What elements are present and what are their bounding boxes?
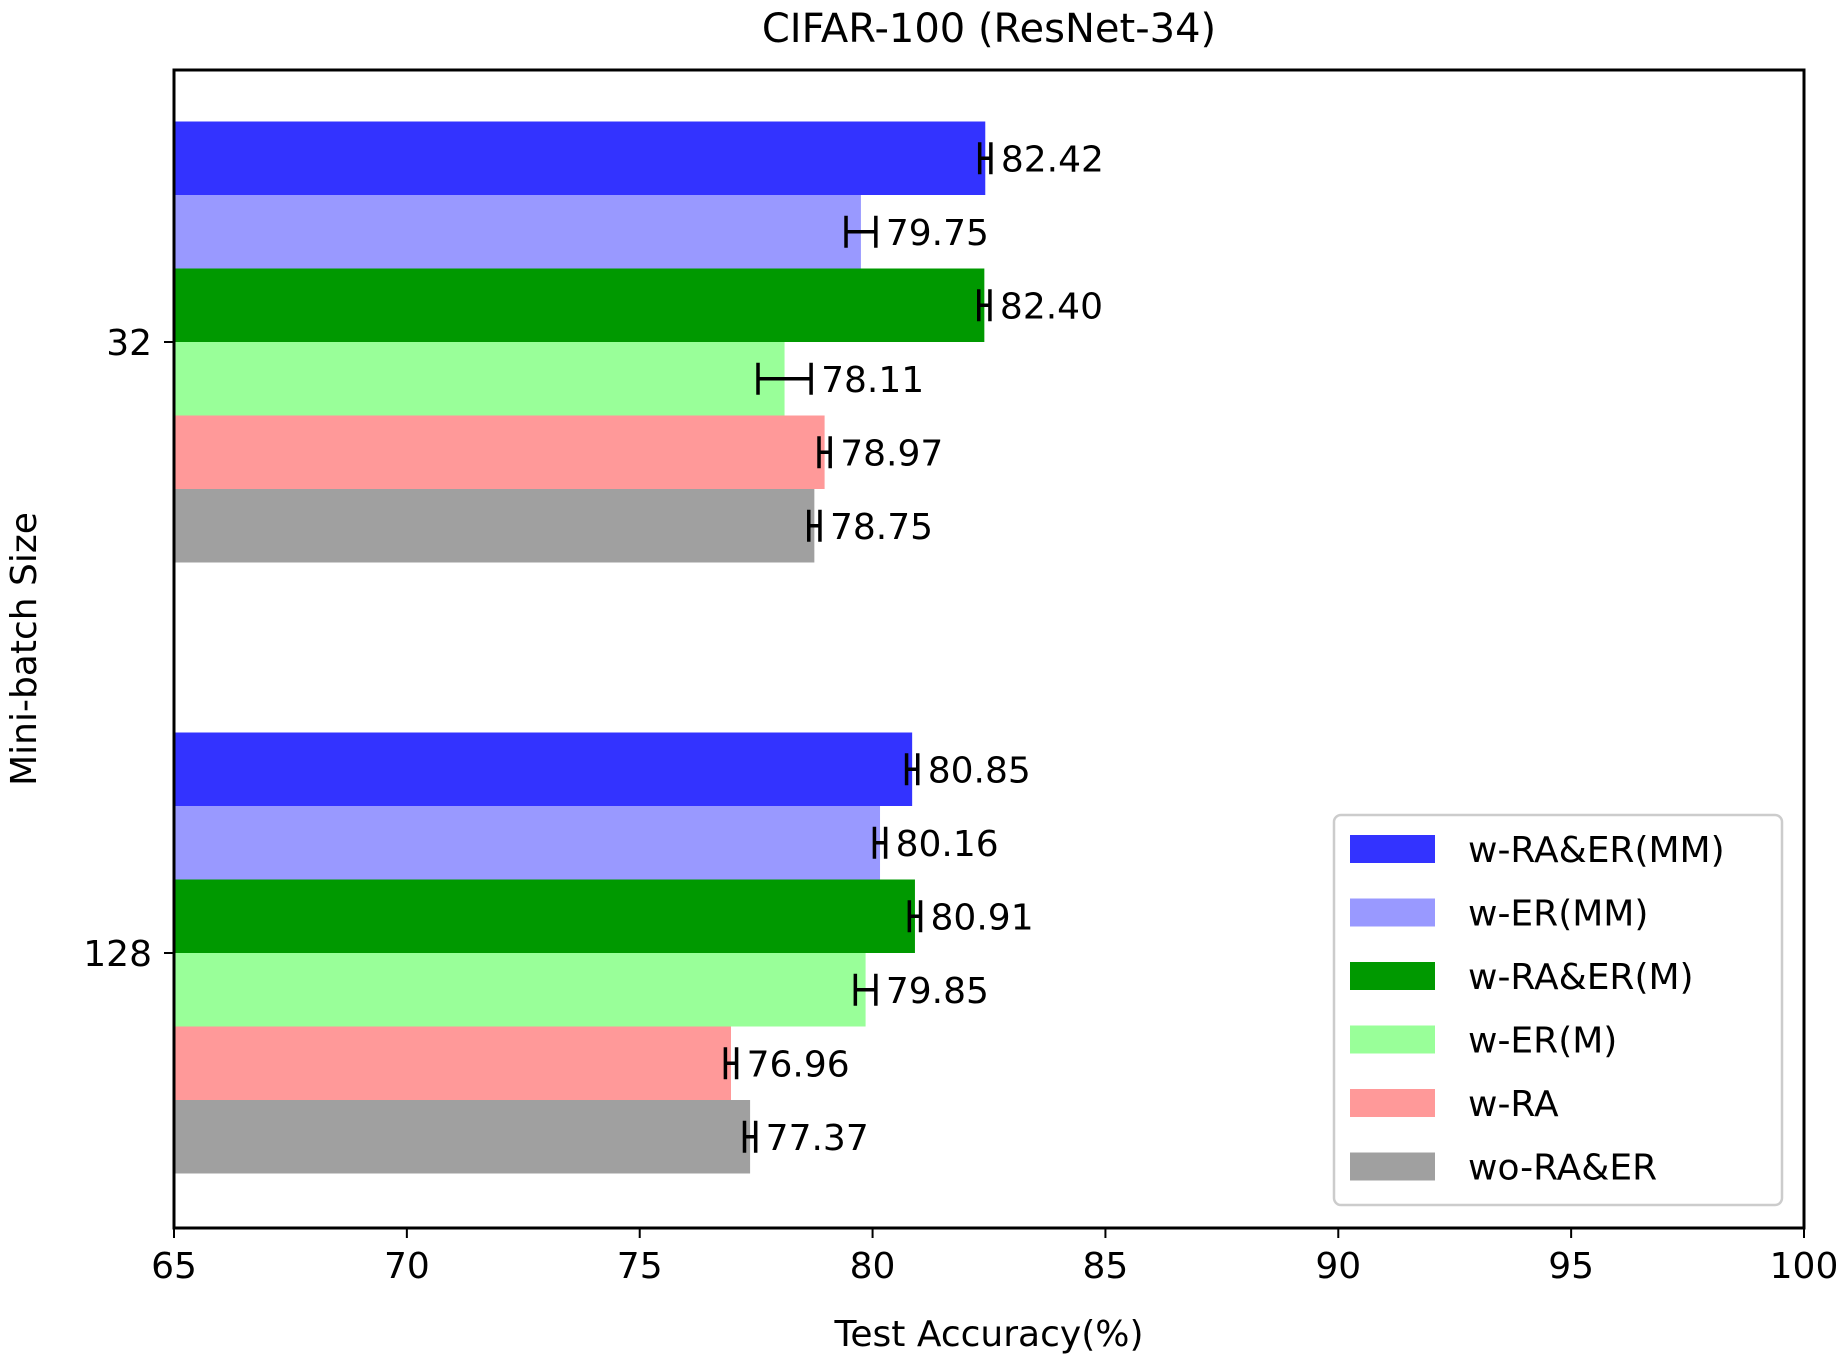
legend-label: w-ER(M) [1468,1021,1617,1062]
legend-label: wo-RA&ER [1468,1148,1657,1189]
data-label: 82.40 [1000,286,1103,327]
x-tick-label: 75 [617,1246,663,1287]
data-label: 78.75 [830,507,933,548]
x-tick-label: 95 [1548,1246,1594,1287]
y-axis-label: Mini-batch Size [4,512,45,786]
data-label: 82.42 [1001,139,1104,180]
bar [174,1100,751,1174]
y-axis-ticks: 32 128 [83,323,174,975]
data-label: 80.85 [928,750,1031,791]
bar [174,732,913,806]
legend-label: w-RA [1468,1084,1559,1125]
data-label: 80.91 [931,897,1034,938]
legend-swatch [1350,1025,1435,1054]
data-labels-group: 82.42 80.85 79.75 80.16 82.40 80.91 78.11 79.85… [747,139,1104,1159]
bar [174,953,866,1027]
legend-label: w-ER(MM) [1468,894,1648,935]
x-tick-label: 80 [850,1246,896,1287]
y-tick-label: 128 [83,934,152,975]
x-tick-label: 70 [384,1246,430,1287]
bar [174,195,861,269]
y-tick-label: 32 [106,323,152,364]
chart-title: CIFAR-100 (ResNet-34) [762,6,1216,52]
bar [174,268,985,342]
bars-group [174,121,986,1174]
data-label: 78.97 [840,433,943,474]
bar [174,489,815,563]
bar [174,1026,731,1100]
data-label: 76.96 [747,1044,850,1085]
data-label: 79.75 [886,213,989,254]
x-tick-label: 65 [151,1246,197,1287]
x-tick-label: 100 [1770,1246,1839,1287]
legend-swatch [1350,962,1435,990]
legend-label: w-RA&ER(MM) [1468,830,1725,871]
bar [174,121,986,195]
x-axis-ticks: 65 70 75 80 85 90 95 100 [151,1228,1838,1287]
bar [174,415,825,489]
data-label: 79.85 [886,971,989,1012]
bar [174,806,881,880]
error-bars-group [723,142,993,1153]
legend: w-RA&ER(MM) w-ER(MM) w-RA&ER(M) w-ER(M) w-RA… [1332,813,1784,1207]
x-tick-label: 85 [1083,1246,1129,1287]
bar [174,342,785,416]
legend-swatch [1350,835,1435,863]
x-axis-label: Test Accuracy(%) [834,1314,1144,1355]
legend-swatch [1350,1089,1435,1117]
data-label: 80.16 [896,824,999,865]
bar [174,879,915,953]
data-label: 78.11 [821,360,924,401]
legend-label: w-RA&ER(M) [1468,957,1694,998]
legend-frame [1332,813,1784,1207]
plot-frame [172,68,1806,1230]
legend-swatch [1350,1152,1435,1181]
data-label: 77.37 [766,1118,869,1159]
x-tick-label: 90 [1315,1246,1361,1287]
legend-swatch [1350,898,1435,927]
